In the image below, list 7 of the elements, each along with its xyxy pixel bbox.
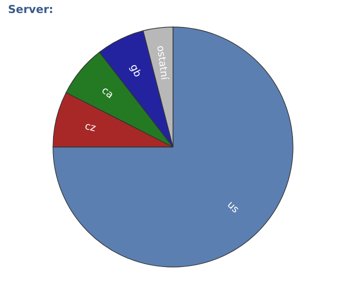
slice-label: us [224, 199, 241, 216]
slice-label: ca [99, 85, 116, 102]
slice-label: cz [84, 121, 97, 134]
slice-label: ostatní [154, 44, 170, 82]
pie-slice [52, 26, 294, 268]
chart-title: Server: [8, 3, 54, 16]
slice-label: gb [127, 62, 143, 80]
